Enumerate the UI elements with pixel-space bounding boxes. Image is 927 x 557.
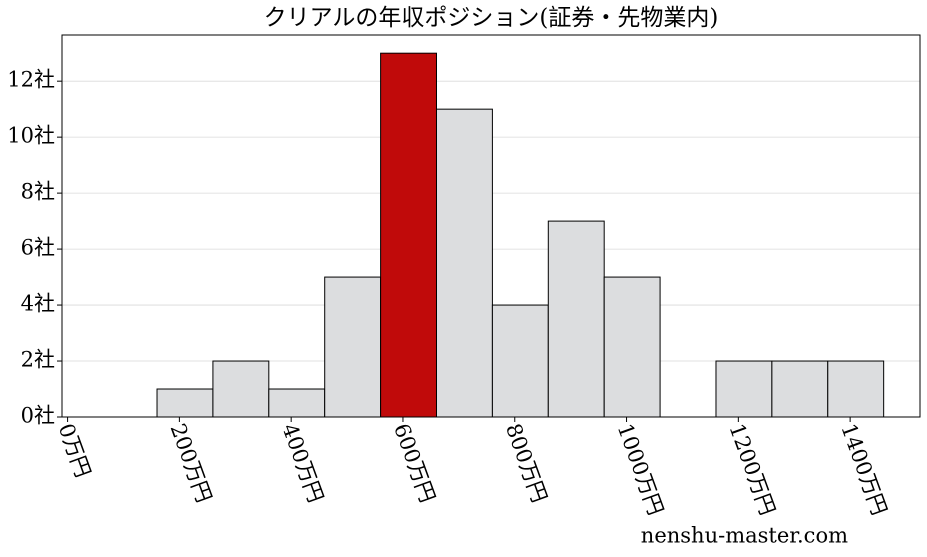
bar	[715, 360, 773, 418]
y-tick-label: 6社	[21, 236, 55, 260]
x-tick-label: 400万円	[277, 420, 328, 505]
bar	[324, 276, 382, 418]
bar	[212, 360, 270, 418]
y-tick-label: 12社	[7, 68, 55, 92]
bar	[436, 108, 493, 418]
chart-title: クリアルの年収ポジション(証券・先物業内)	[264, 5, 719, 31]
y-tick-label: 2社	[21, 348, 55, 372]
watermark: nenshu-master.com	[641, 524, 848, 548]
bar	[380, 52, 438, 418]
bar	[156, 388, 214, 418]
bar	[827, 360, 885, 418]
bar	[547, 220, 605, 418]
x-tick-label: 1000万円	[613, 420, 668, 518]
bar	[603, 276, 661, 418]
plot-frame	[61, 34, 921, 418]
x-tick-label: 0万円	[54, 420, 95, 480]
y-tick-label: 10社	[7, 124, 55, 148]
y-tick-label: 8社	[21, 180, 55, 204]
x-tick-label: 200万円	[166, 420, 217, 505]
bar	[491, 304, 549, 418]
bar	[268, 388, 326, 418]
x-tick-label: 600万円	[389, 420, 440, 505]
x-tick-label: 800万円	[501, 420, 552, 505]
y-tick-label: 0社	[21, 404, 55, 428]
y-tick-label: 4社	[21, 292, 55, 316]
x-tick-label: 1400万円	[836, 420, 891, 518]
x-tick-label: 1200万円	[724, 420, 779, 518]
bar	[771, 360, 829, 418]
